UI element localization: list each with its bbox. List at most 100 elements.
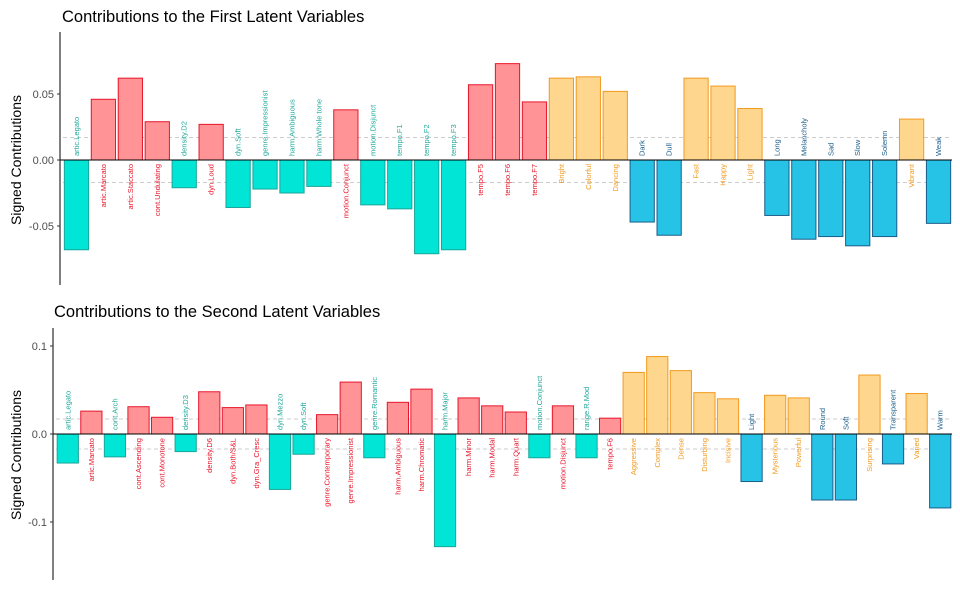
bar-dyn-both-s-l — [221, 407, 244, 435]
bar-label: genre.Contemporary — [323, 438, 332, 507]
bar-artic-marcato — [80, 410, 103, 435]
bar-artic-marcato — [90, 98, 117, 161]
bar-tempo-f2 — [414, 159, 440, 255]
bar-label: dyn.Mezzo — [276, 394, 285, 430]
bar-artic-staccato — [117, 77, 143, 161]
y-tick-label: 0.05 — [33, 89, 54, 101]
bar-label: motion.Conjunct — [535, 375, 544, 430]
y-axis-label-second: Signed Contributions — [8, 390, 24, 520]
bar-label: cont.Monotone — [158, 438, 167, 488]
bar-label: density.D3 — [181, 395, 190, 430]
bar-label: harm.Major — [441, 392, 450, 430]
panel-second-latent: Contributions to the Second Latent Varia… — [8, 303, 952, 580]
bars-first: -0.05 0.00 0.05 artic.Legato artic.Marcato ar… — [29, 32, 952, 285]
bar-label: harm.Chromatic — [417, 438, 426, 492]
bar-weak — [925, 159, 952, 224]
bar-artic-legato — [63, 159, 90, 251]
y-tick-label: 0.0 — [32, 429, 47, 441]
bar-label: artic.Marcato — [87, 438, 96, 481]
bar-harm-quart — [504, 411, 527, 435]
bar-warm — [929, 433, 952, 509]
bar-motion-conjunct — [333, 109, 359, 161]
bar-motion-disjunct — [360, 159, 386, 206]
bar-label: harm.Ambiguous — [393, 438, 402, 495]
bar-incisive — [716, 398, 740, 435]
bar-artic-legato — [56, 433, 79, 464]
bar-label: Aggressive — [629, 438, 638, 475]
bar-label: Round — [818, 408, 827, 430]
bar-dull — [656, 159, 682, 236]
y-tick-label: 0.00 — [33, 155, 54, 167]
y-tick-label: 0.1 — [32, 341, 47, 353]
y-tick-label: -0.05 — [29, 221, 54, 233]
bar-density-d3 — [174, 433, 197, 453]
bar-sad — [818, 159, 844, 238]
bar-label: density.D2 — [180, 121, 189, 156]
bar-tempo-f6 — [598, 417, 622, 435]
bar-label: Happy — [719, 164, 728, 186]
bar-dyn-soft — [292, 433, 315, 455]
bar-transparent — [881, 433, 905, 465]
bar-harm-major — [433, 433, 457, 548]
bar-label: Powerful — [794, 438, 803, 468]
bar-dyn-gra-cresc — [245, 404, 268, 435]
bar-dark — [629, 159, 655, 223]
bar-harm-modal — [481, 405, 504, 435]
bar-dyn-loud — [198, 123, 224, 161]
bar-label: Disturbing — [700, 438, 709, 472]
bar-label: tempo.F5 — [476, 164, 485, 196]
bar-label: artic.Legato — [72, 117, 81, 156]
bar-label: Surprising — [865, 438, 874, 472]
bar-label: dyn.Soft — [234, 128, 243, 156]
bar-colorful — [575, 76, 601, 161]
bar-label: Incisive — [724, 438, 733, 463]
bar-label: Colorful — [584, 164, 593, 190]
bar-harm-ambiguous — [386, 401, 410, 435]
bar-range-r-mod — [575, 433, 598, 459]
bar-label: Weak — [934, 137, 943, 156]
bar-label: density.D6 — [205, 438, 214, 473]
bar-vibrant — [898, 118, 925, 161]
bar-label: harm.Whole tone — [314, 99, 323, 156]
bar-genre-impressionist — [339, 381, 362, 435]
bar-soft — [834, 433, 858, 501]
bar-density-d2 — [171, 159, 197, 189]
bar-label: Light — [745, 163, 754, 180]
bar-label: artic.Legato — [63, 391, 72, 430]
bar-motion-conjunct — [528, 433, 551, 459]
bar-label: tempo.F1 — [395, 124, 404, 156]
bar-label: harm.Modal — [488, 438, 497, 478]
bar-label: tempo.F2 — [422, 124, 431, 156]
bar-harm-chromatic — [410, 388, 433, 435]
bar-light — [740, 433, 763, 483]
bar-label: Dark — [638, 140, 647, 156]
bar-label: cont.Arch — [110, 398, 119, 430]
panel-first-latent: Contributions to the First Latent Variab… — [8, 8, 952, 285]
bar-mysterious — [764, 394, 787, 435]
bar-tempo-f5 — [467, 84, 494, 161]
bar-label: artic.Marcato — [99, 164, 108, 207]
bar-label: Light — [747, 413, 756, 430]
bar-genre-contemporary — [316, 414, 339, 435]
bar-tempo-f1 — [387, 159, 413, 210]
bar-label: harm.Minor — [464, 438, 473, 476]
bar-varied — [905, 393, 928, 435]
bar-label: tempo.F6 — [606, 438, 615, 470]
chart-title-first: Contributions to the First Latent Variab… — [62, 8, 364, 26]
bar-label: Vibrant — [907, 163, 916, 188]
bar-powerful — [787, 397, 810, 435]
bars-second: -0.1 0.0 0.1 artic.Legato artic.Marcato cont.… — [28, 328, 952, 580]
bar-cont-ascending — [127, 406, 150, 435]
bar-long — [764, 159, 790, 216]
bar-label: motion.Disjunct — [558, 437, 567, 489]
bar-aggressive — [622, 371, 645, 435]
bar-label: Sad — [826, 143, 835, 156]
bar-label: Varied — [912, 438, 921, 459]
bar-dense — [669, 370, 692, 435]
bar-bright — [548, 77, 575, 161]
bar-melancholy — [791, 159, 817, 240]
bar-label: Transparent — [889, 389, 898, 430]
bar-complex — [646, 356, 669, 435]
bar-slow — [845, 159, 871, 247]
bar-label: Slow — [853, 139, 862, 156]
